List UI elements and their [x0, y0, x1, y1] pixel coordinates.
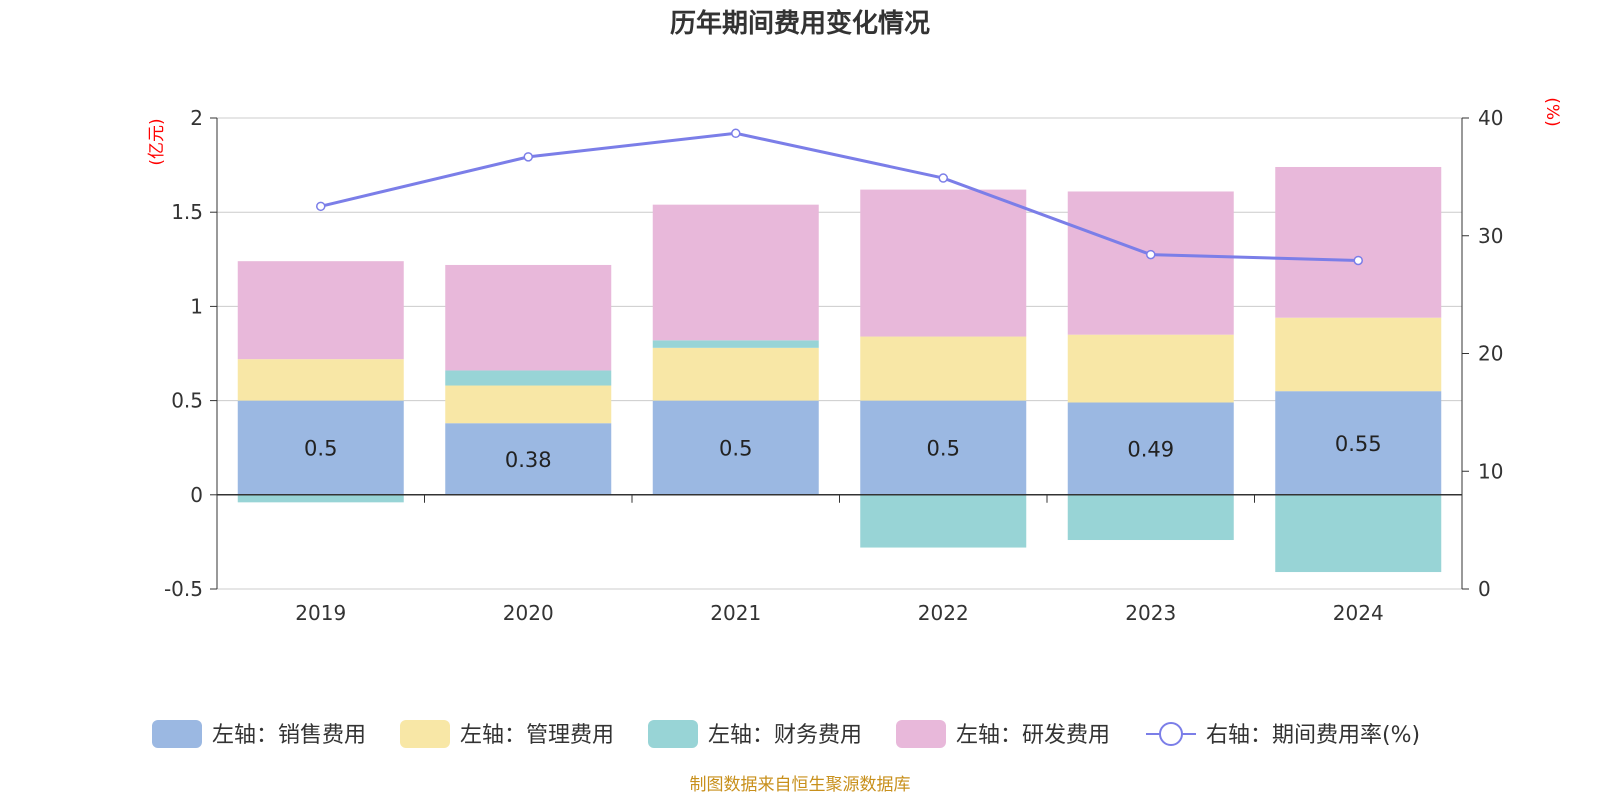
x-axis-tick-label: 2021 — [710, 601, 761, 625]
rate-point — [316, 201, 326, 212]
bar-segment — [237, 400, 404, 495]
bar-segment — [445, 264, 612, 371]
legend-label: 左轴：管理费用 — [460, 723, 614, 748]
rate-point — [1146, 249, 1156, 260]
bar-segment — [652, 204, 819, 341]
legend-swatch — [648, 720, 698, 748]
left-axis-tick-label: 1 — [190, 294, 203, 318]
bar-segment — [860, 400, 1027, 495]
legend-item: 左轴：研发费用 — [896, 720, 1110, 748]
bar-segment — [445, 423, 612, 495]
bar-segment — [237, 261, 404, 360]
legend-label: 左轴：财务费用 — [708, 723, 862, 748]
legend-swatch — [152, 720, 202, 748]
right-axis-tick-label: 30 — [1478, 224, 1503, 248]
bar-segment — [860, 494, 1027, 548]
bar-segment — [1067, 334, 1234, 403]
data-label: 0.5 — [304, 437, 337, 461]
legend-swatch — [896, 720, 946, 748]
bar-segment — [860, 189, 1027, 337]
bar-segment — [652, 340, 819, 348]
bar-segment — [652, 400, 819, 495]
bar-segment — [1275, 166, 1442, 318]
right-axis-tick-label: 10 — [1478, 459, 1503, 483]
rate-point — [1353, 255, 1363, 266]
bar-segment — [1275, 317, 1442, 392]
x-axis-tick-label: 2019 — [295, 601, 346, 625]
chart-title: 历年期间费用变化情况 — [670, 8, 930, 39]
legend-label: 左轴：研发费用 — [956, 723, 1110, 748]
legend-label: 左轴：销售费用 — [212, 723, 366, 748]
data-label: 0.49 — [1127, 438, 1174, 462]
right-axis-tick-label: 20 — [1478, 342, 1503, 366]
bar-segment — [1067, 494, 1234, 541]
data-label: 0.5 — [927, 437, 960, 461]
rate-line — [320, 131, 1359, 262]
legend-item: 左轴：管理费用 — [400, 720, 614, 748]
right-axis-tick-label: 40 — [1478, 106, 1503, 130]
bar-segment — [860, 336, 1027, 401]
data-label: 0.55 — [1335, 432, 1382, 456]
legend: 左轴：销售费用 左轴：管理费用 左轴：财务费用 左轴：研发费用 右轴：期间费用率(%) — [152, 720, 1420, 748]
rate-point — [523, 152, 533, 162]
x-axis-tick-label: 2023 — [1125, 601, 1176, 625]
bar-segment — [1275, 494, 1442, 573]
source-note: 制图数据来自恒生聚源数据库 — [690, 775, 911, 795]
rate-point — [731, 128, 741, 139]
left-axis-tick-label: -0.5 — [164, 577, 203, 601]
x-axis-tick-label: 2020 — [503, 601, 554, 625]
bar-segment — [1275, 391, 1442, 495]
left-axis-tick-label: 1.5 — [171, 200, 203, 224]
legend-marker — [1159, 722, 1183, 746]
bar-segment — [237, 494, 404, 503]
left-axis-tick-label: 0.5 — [171, 389, 203, 413]
bar-segment — [445, 370, 612, 386]
rate-point — [938, 173, 948, 183]
legend-item: 左轴：销售费用 — [152, 720, 366, 748]
bars — [237, 166, 1442, 573]
left-axis-tick-label: 2 — [190, 106, 203, 130]
legend-item: 左轴：财务费用 — [648, 720, 862, 748]
x-axis-tick-label: 2022 — [918, 601, 969, 625]
bar-segment — [1067, 191, 1234, 335]
bar-segment — [445, 385, 612, 424]
legend-swatch — [400, 720, 450, 748]
legend-item: 右轴：期间费用率(%) — [1146, 722, 1420, 748]
bar-segment — [1067, 402, 1234, 495]
right-axis-tick-label: 0 — [1478, 577, 1491, 601]
right-axis-unit: (%) — [1542, 97, 1562, 126]
x-axis-tick-label: 2024 — [1333, 601, 1384, 625]
bar-segment — [237, 359, 404, 401]
left-axis-tick-label: 0 — [190, 483, 203, 507]
data-label: 0.38 — [505, 448, 552, 472]
legend-label: 右轴：期间费用率(%) — [1206, 723, 1420, 748]
data-label: 0.5 — [719, 437, 752, 461]
left-axis-unit: (亿元) — [147, 118, 167, 165]
bar-segment — [652, 347, 819, 401]
